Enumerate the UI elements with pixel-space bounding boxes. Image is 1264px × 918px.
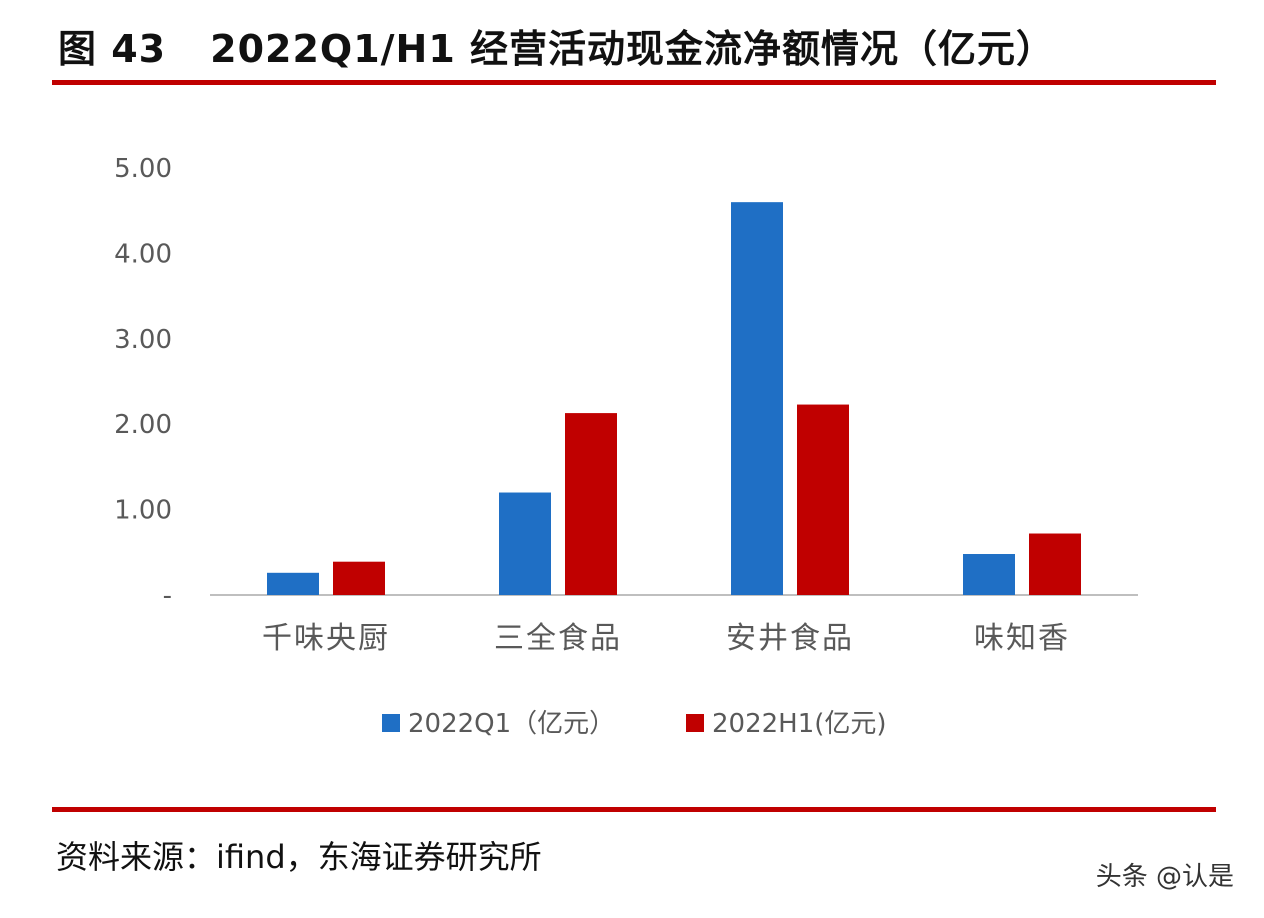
watermark: 头条 @认是 xyxy=(1095,862,1234,892)
bar-2022h1 xyxy=(565,413,617,595)
x-tick-label: 三全食品 xyxy=(494,621,622,656)
y-tick-label: 1.00 xyxy=(114,496,172,526)
bar-2022h1 xyxy=(1029,533,1081,595)
figure-label: 图 43 xyxy=(58,27,167,71)
bar-2022q1 xyxy=(963,554,1015,595)
source-note: 资料来源：ifind，东海证券研究所 xyxy=(56,838,542,876)
y-tick-label: 4.00 xyxy=(114,239,172,269)
legend-swatch-2022q1 xyxy=(382,714,400,732)
top-divider xyxy=(52,80,1216,85)
bottom-divider xyxy=(52,807,1216,812)
figure-title-text: 2022Q1/H1 经营活动现金流净额情况（亿元） xyxy=(210,27,1055,71)
x-tick-label: 千味央厨 xyxy=(262,621,390,656)
y-tick-label: 3.00 xyxy=(114,325,172,355)
legend-label-2022q1: 2022Q1（亿元） xyxy=(408,709,615,739)
bar-2022q1 xyxy=(731,202,783,595)
bar-2022q1 xyxy=(267,572,319,595)
legend-label-2022h1: 2022H1(亿元) xyxy=(712,709,887,739)
x-tick-label: 味知香 xyxy=(974,621,1070,656)
bar-2022h1 xyxy=(333,561,385,595)
x-tick-label: 安井食品 xyxy=(726,621,854,656)
bar-chart: - 1.00 2.00 3.00 4.00 5.00 千味央厨 三全食品 安井食品 味知香 2022… xyxy=(114,154,1138,739)
y-tick-label: - xyxy=(163,581,172,611)
bar-2022q1 xyxy=(499,492,551,595)
legend-swatch-2022h1 xyxy=(686,714,704,732)
y-tick-label: 5.00 xyxy=(114,154,172,184)
chart-title: 图 43 2022Q1/H1 经营活动现金流净额情况（亿元） xyxy=(58,18,1055,73)
bar-2022h1 xyxy=(797,404,849,595)
y-tick-label: 2.00 xyxy=(114,410,172,440)
